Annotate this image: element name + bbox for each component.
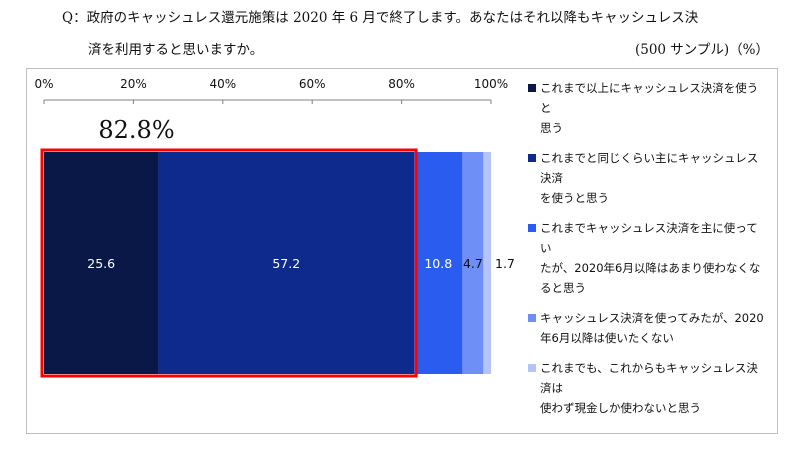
highlight-total-label: 82.8% (98, 116, 174, 144)
x-tick-label: 100% (474, 77, 508, 91)
legend-label-line: たが、2020年6月以降はあまり使わなくな (540, 261, 761, 275)
legend-swatch (528, 154, 536, 162)
legend-label-line: これまでキャッシュレス決済を主に使ってい (540, 221, 758, 255)
legend-item: これまでと同じくらい主にキャッシュレス決済を使うと思う (528, 148, 764, 208)
highlight-box (40, 148, 418, 378)
bar-segment-3 (414, 152, 463, 374)
bar-segment-4 (462, 152, 484, 374)
legend-label-line: これまでも、これからもキャッシュレス決済は (540, 361, 758, 395)
chart-frame (26, 68, 778, 434)
x-tick-label: 20% (120, 77, 147, 91)
legend-label-line: これまでと同じくらい主にキャッシュレス決済 (540, 151, 759, 185)
legend-label-line: キャッシュレス決済を使ってみたが、2020 (540, 311, 764, 325)
x-tick-label: 80% (388, 77, 415, 91)
legend-label-line: を使うと思う (540, 191, 609, 205)
legend-item: これまでも、これからもキャッシュレス決済は使わず現金しか使わないと思う (528, 358, 764, 418)
legend-swatch (528, 314, 536, 322)
legend-swatch (528, 224, 536, 232)
legend-item: キャッシュレス決済を使ってみたが、2020 年6月以降は使いたくない (528, 308, 764, 348)
question-text-line1: Q：政府のキャッシュレス還元施策は 2020 年 6 月で終了します。あなたはそ… (62, 10, 699, 26)
data-label-1: 25.6 (87, 256, 115, 271)
data-label-5: 1.7 (495, 256, 515, 271)
bar-segment-1 (44, 152, 159, 374)
bar-segment-5 (483, 152, 491, 374)
data-label-2: 57.2 (272, 256, 300, 271)
legend-swatch (528, 364, 536, 372)
data-label-3: 10.8 (424, 256, 452, 271)
legend-label-line: 年6月以降は使いたくない (540, 331, 674, 345)
chart-legend: これまで以上にキャッシュレス決済を使うと思うこれまでと同じくらい主にキャッシュレ… (528, 78, 764, 428)
legend-item: これまで以上にキャッシュレス決済を使うと思う (528, 78, 764, 138)
x-tick-label: 60% (299, 77, 326, 91)
legend-label-line: これまで以上にキャッシュレス決済を使うと (540, 81, 759, 115)
legend-item: これまでキャッシュレス決済を主に使っていたが、2020年6月以降はあまり使わなく… (528, 218, 764, 298)
x-tick-label: 0% (34, 77, 53, 91)
legend-label-line: ると思う (540, 281, 586, 295)
legend-label-line: 使わず現金しか使わないと思う (540, 401, 701, 415)
question-text-line2: 済を利用すると思いますか。 (88, 42, 264, 58)
sample-note: (500 サンプル)（%） (634, 42, 769, 58)
legend-swatch (528, 84, 536, 92)
legend-label-line: 思う (540, 121, 563, 135)
bar-segment-2 (158, 152, 415, 374)
x-tick-label: 40% (209, 77, 236, 91)
data-label-4: 4.7 (463, 256, 483, 271)
